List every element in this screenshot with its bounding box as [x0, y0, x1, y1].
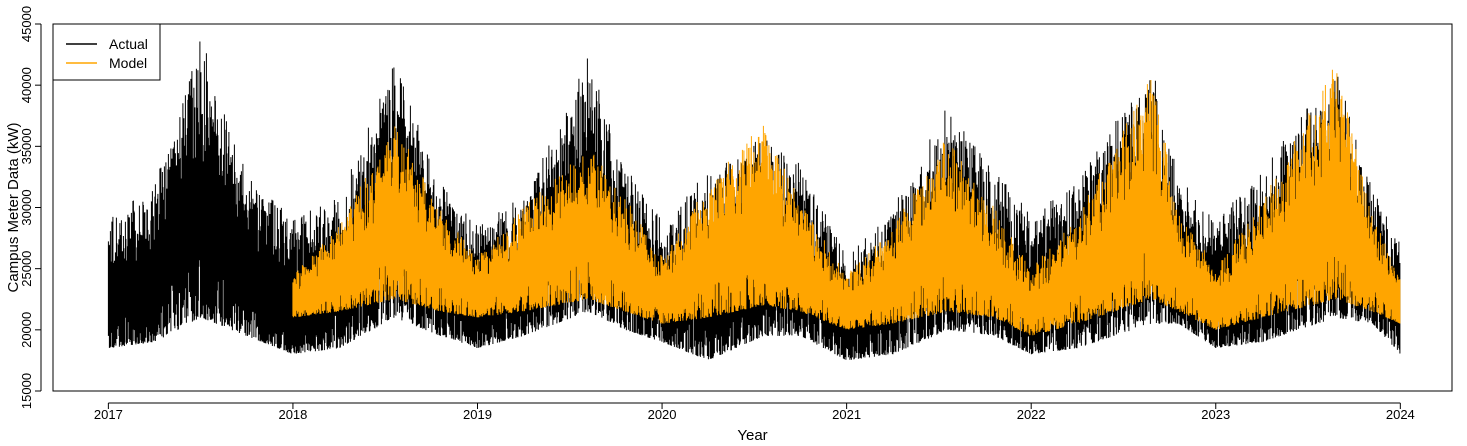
series-layer — [107, 41, 1401, 360]
x-tick-label: 2023 — [1201, 407, 1230, 422]
y-axis: 15000 20000 25000 30000 35000 40000 45000 — [19, 6, 42, 409]
series-model-line — [292, 69, 1401, 336]
x-axis: 2017 2018 2019 2020 2021 2022 2023 2024 — [94, 402, 1415, 422]
x-tick-label: 2019 — [463, 407, 492, 422]
y-tick-label: 20000 — [19, 312, 34, 348]
plot-frame — [52, 23, 1453, 392]
x-tick-label: 2018 — [278, 407, 307, 422]
x-axis-title: Year — [737, 427, 767, 444]
y-tick-label: 40000 — [19, 67, 34, 103]
legend-label-actual: Actual — [109, 36, 148, 52]
legend-label-model: Model — [109, 55, 147, 71]
x-tick-label: 2022 — [1017, 407, 1046, 422]
y-tick-label: 45000 — [19, 6, 34, 42]
y-tick-label: 25000 — [19, 251, 34, 287]
x-tick-label: 2021 — [832, 407, 861, 422]
x-tick-label: 2020 — [648, 407, 677, 422]
y-tick-label: 35000 — [19, 128, 34, 164]
y-tick-label: 15000 — [19, 373, 34, 409]
x-tick-label: 2024 — [1386, 407, 1415, 422]
x-tick-label: 2017 — [94, 407, 123, 422]
y-axis-title: Campus Meter Data (kW) — [5, 122, 22, 292]
y-tick-label: 30000 — [19, 189, 34, 225]
legend: Actual Model — [52, 23, 161, 81]
legend-box — [52, 23, 161, 81]
